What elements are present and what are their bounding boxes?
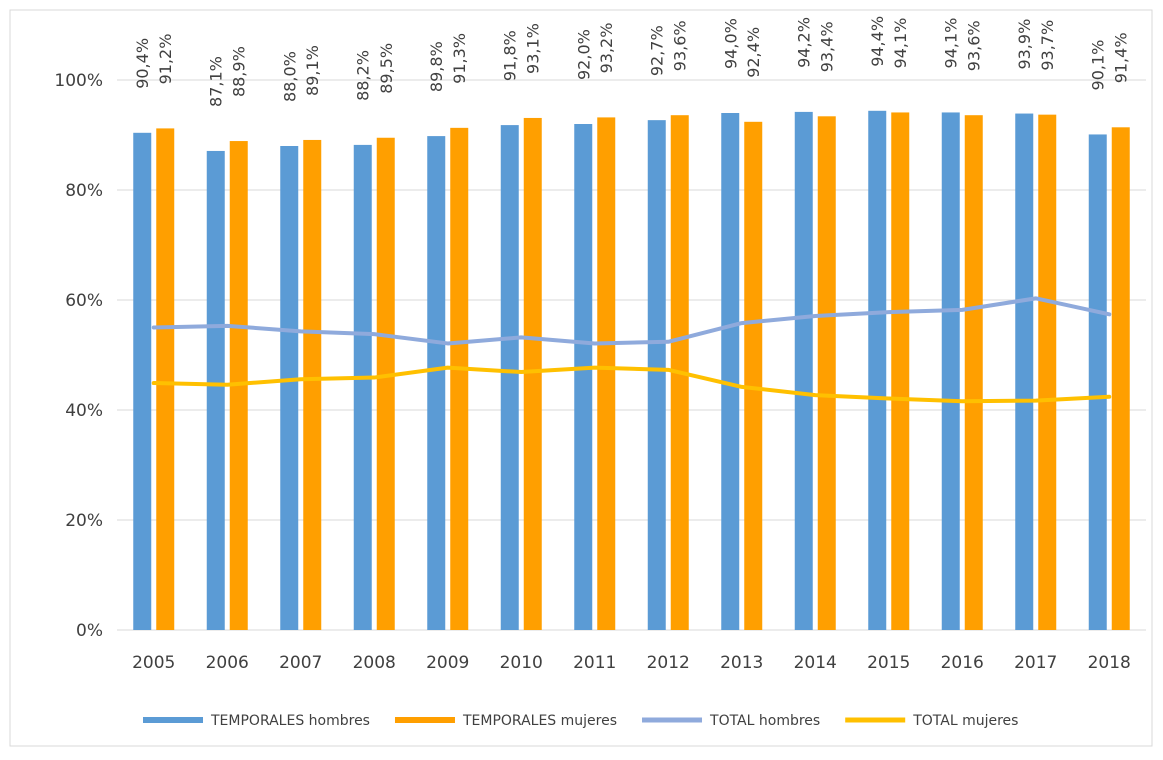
- legend-label: TOTAL hombres: [709, 713, 820, 729]
- data-label: 90,1%: [1089, 40, 1108, 91]
- bar: [647, 120, 666, 631]
- x-tick-label: 2011: [573, 653, 616, 673]
- bar: [597, 117, 616, 630]
- bar: [817, 116, 836, 631]
- bar: [1015, 113, 1034, 631]
- bar: [156, 128, 175, 630]
- y-tick-label: 20%: [65, 511, 103, 531]
- data-label: 93,1%: [524, 23, 543, 74]
- y-tick-label: 60%: [65, 291, 103, 311]
- legend-label: TEMPORALES hombres: [210, 713, 370, 729]
- bar: [941, 112, 960, 630]
- x-tick-label: 2009: [426, 653, 469, 673]
- bar: [500, 125, 519, 630]
- legend-label: TEMPORALES mujeres: [462, 713, 617, 729]
- data-label: 93,2%: [597, 23, 616, 74]
- data-label: 94,1%: [891, 18, 910, 69]
- data-label: 92,0%: [574, 29, 593, 80]
- x-tick-label: 2012: [647, 653, 690, 673]
- data-label: 93,4%: [818, 21, 837, 72]
- bar: [1111, 127, 1130, 631]
- y-tick-label: 0%: [76, 621, 103, 641]
- data-label: 89,1%: [303, 45, 322, 96]
- bar: [574, 124, 593, 630]
- x-tick-label: 2005: [132, 653, 175, 673]
- x-tick-label: 2016: [941, 653, 984, 673]
- y-tick-label: 100%: [54, 71, 103, 91]
- data-label: 91,4%: [1112, 32, 1131, 83]
- data-label: 93,9%: [1015, 19, 1034, 70]
- x-tick-label: 2006: [206, 653, 249, 673]
- data-label: 94,0%: [721, 18, 740, 69]
- data-label: 94,4%: [868, 16, 887, 67]
- line: [151, 296, 1112, 346]
- x-tick-label: 2010: [500, 653, 543, 673]
- data-label: 89,5%: [377, 43, 396, 94]
- y-tick-label: 40%: [65, 401, 103, 421]
- data-label: 88,2%: [354, 50, 373, 101]
- data-label: 91,3%: [450, 33, 469, 84]
- bar: [1088, 134, 1107, 630]
- bar: [376, 137, 395, 630]
- bar: [450, 127, 469, 630]
- data-label: 88,0%: [280, 51, 299, 102]
- legend-label: TOTAL mujeres: [912, 713, 1018, 729]
- y-tick-label: 80%: [65, 181, 103, 201]
- bar: [133, 132, 152, 631]
- bar: [280, 146, 299, 630]
- data-label: 93,6%: [671, 20, 690, 71]
- line: [151, 365, 1112, 404]
- bar: [427, 136, 446, 630]
- x-tick-label: 2008: [353, 653, 396, 673]
- x-tick-label: 2007: [279, 653, 322, 673]
- x-tick-label: 2013: [720, 653, 763, 673]
- bar: [303, 139, 322, 630]
- data-label: 88,9%: [230, 46, 249, 97]
- bar: [794, 111, 813, 630]
- data-label: 94,2%: [795, 17, 814, 68]
- x-tick-label: 2018: [1088, 653, 1131, 673]
- data-label: 92,4%: [744, 27, 763, 78]
- data-label: 87,1%: [207, 56, 226, 107]
- data-label: 89,8%: [427, 41, 446, 92]
- data-label: 94,1%: [942, 18, 961, 69]
- data-label: 90,4%: [133, 38, 152, 89]
- bar: [721, 113, 740, 630]
- bar: [744, 121, 763, 631]
- data-label: 93,6%: [965, 20, 984, 71]
- x-tick-label: 2015: [867, 653, 910, 673]
- bar: [353, 144, 372, 630]
- bar: [523, 117, 542, 630]
- bar: [891, 112, 910, 630]
- data-label: 91,8%: [501, 30, 520, 81]
- bar: [964, 115, 983, 630]
- bar: [868, 110, 887, 631]
- bar: [206, 150, 225, 630]
- data-label: 92,7%: [648, 25, 667, 76]
- data-label: 93,7%: [1038, 20, 1057, 71]
- data-label: 91,2%: [156, 34, 175, 85]
- x-tick-label: 2014: [794, 653, 837, 673]
- bar: [1038, 114, 1057, 630]
- x-tick-label: 2017: [1014, 653, 1057, 673]
